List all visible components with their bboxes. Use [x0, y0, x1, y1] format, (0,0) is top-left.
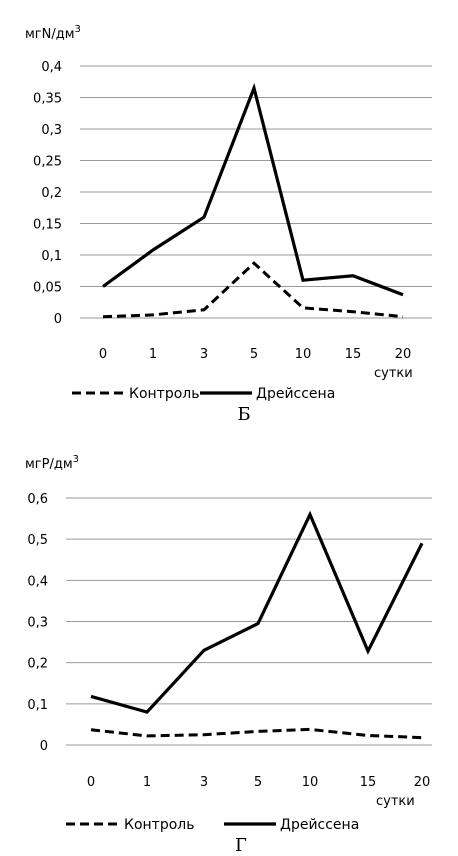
y-tick-label: 0,3: [41, 123, 62, 138]
y-tick-label: 0,25: [33, 155, 62, 170]
panel-letter: Г: [235, 835, 247, 856]
x-axis-unit: сутки: [374, 366, 413, 381]
x-tick-label: 10: [302, 775, 319, 790]
y-tick-label: 0: [40, 739, 48, 754]
x-tick-label: 5: [250, 347, 258, 362]
y-tick-label: 0,6: [27, 492, 48, 507]
y-tick-label: 0,1: [41, 249, 62, 264]
legend-label-dreissena: Дрейссена: [280, 817, 359, 833]
y-tick-label: 0: [54, 312, 62, 327]
x-tick-label: 15: [360, 775, 377, 790]
x-tick-label: 15: [345, 347, 362, 362]
x-tick-label: 20: [395, 347, 412, 362]
y-axis-unit-superscript: 3: [73, 454, 79, 465]
y-tick-label: 0,15: [33, 218, 62, 233]
series-line-dreissena: [90, 510, 424, 714]
x-tick-label: 3: [200, 347, 208, 362]
y-axis-unit-text: мгР/дм: [25, 457, 73, 472]
y-tick-label: 0,2: [41, 186, 62, 201]
x-tick-label: 5: [254, 775, 262, 790]
x-tick-label: 10: [295, 347, 312, 362]
series-line-control: [90, 727, 423, 740]
y-axis-unit: мгN/дм3: [25, 24, 81, 42]
panel-letter: Б: [237, 404, 250, 425]
y-axis-unit-superscript: 3: [75, 24, 81, 35]
legend-label-dreissena: Дрейссена: [256, 386, 335, 402]
y-tick-label: 0,3: [27, 616, 48, 631]
x-tick-label: 0: [87, 775, 95, 790]
y-tick-label: 0,2: [27, 657, 48, 672]
y-axis-unit: мгР/дм3: [25, 454, 79, 472]
y-tick-label: 0,4: [27, 574, 48, 589]
x-tick-label: 1: [149, 347, 157, 362]
y-tick-label: 0,4: [41, 60, 62, 75]
x-axis-unit: сутки: [376, 794, 415, 809]
x-tick-label: 0: [99, 347, 107, 362]
series-line-control: [102, 261, 404, 319]
y-tick-label: 0,1: [27, 698, 48, 713]
x-tick-label: 20: [414, 775, 431, 790]
legend-label-control: Контроль: [124, 817, 194, 833]
legend-label-control: Контроль: [129, 386, 199, 402]
y-tick-label: 0,35: [33, 92, 62, 107]
y-tick-label: 0,05: [33, 281, 62, 296]
x-tick-label: 3: [200, 775, 208, 790]
y-tick-label: 0,5: [27, 533, 48, 548]
y-axis-unit-text: мгN/дм: [25, 27, 75, 42]
x-tick-label: 1: [143, 775, 151, 790]
